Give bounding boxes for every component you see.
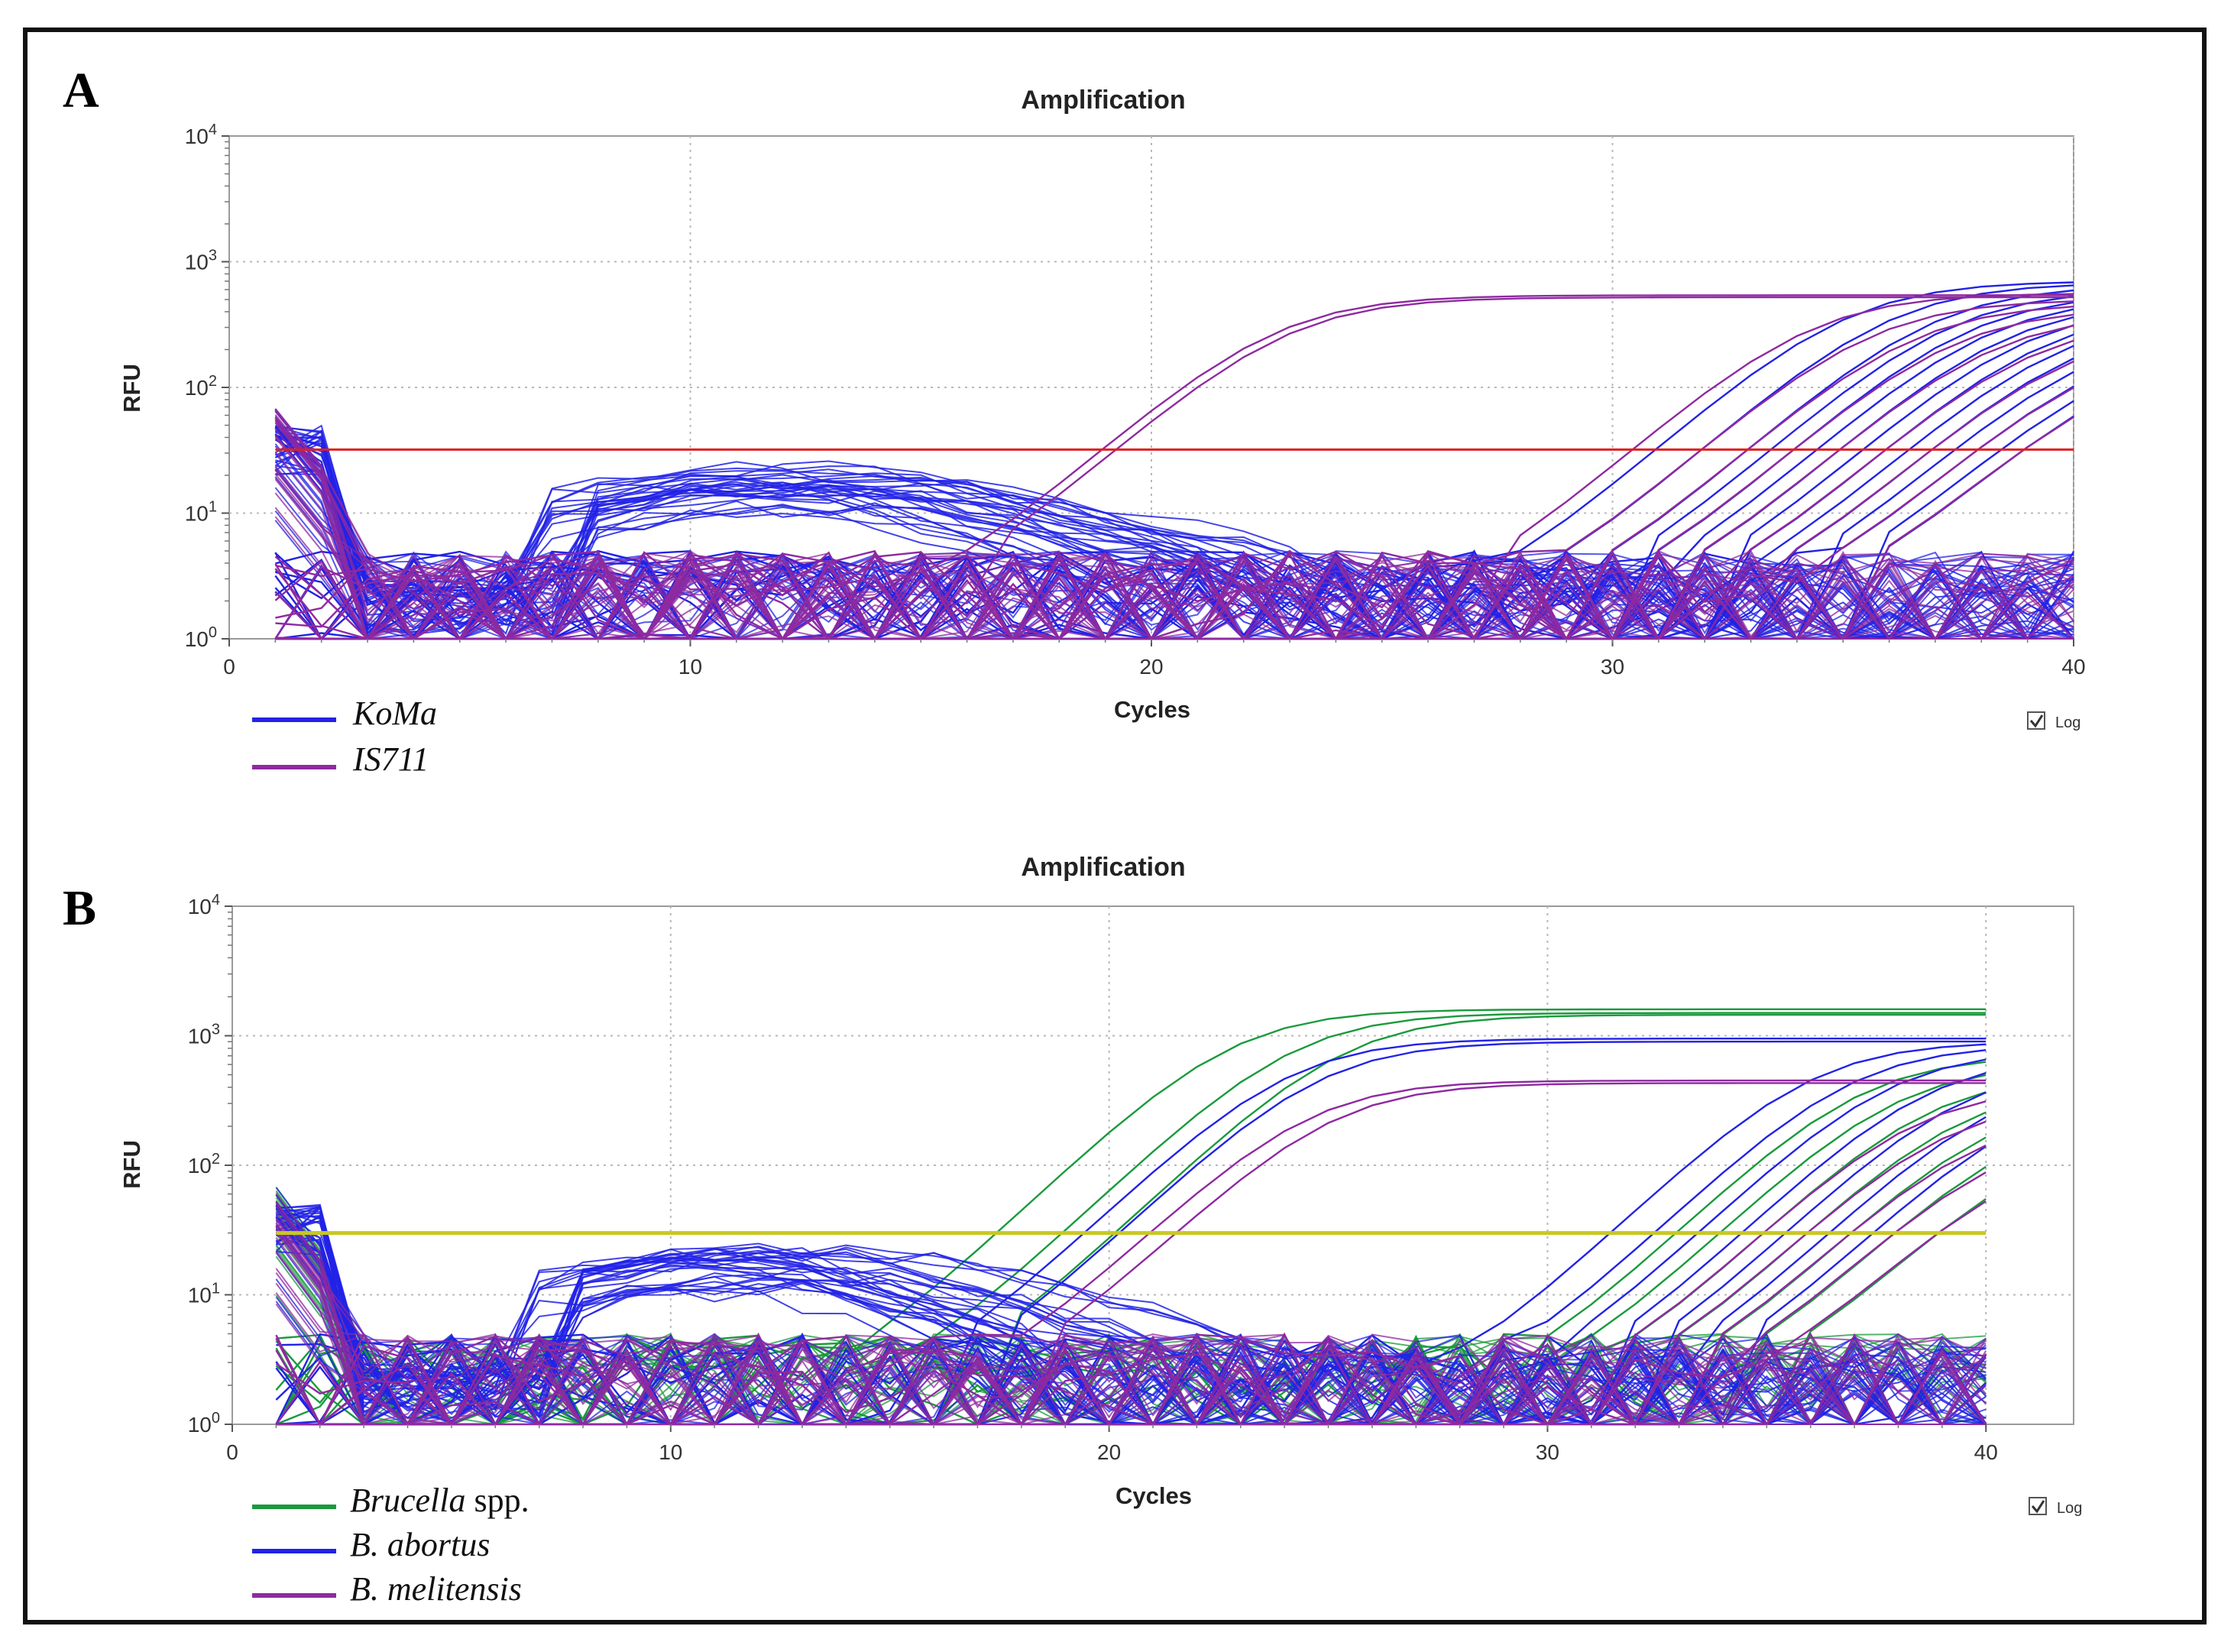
chart-a-xlabel: Cycles	[1114, 696, 1190, 723]
x-tick-label: 10	[678, 655, 702, 679]
chart-a-ylabel: RFU	[118, 364, 145, 413]
hump-trace	[275, 426, 2074, 640]
noise-trace	[275, 1211, 1987, 1426]
y-tick-label: 100	[188, 1410, 220, 1437]
y-tick-label: 104	[188, 892, 220, 918]
amplification-curve	[275, 1171, 1987, 1427]
legend-a: KoMa IS711	[252, 695, 437, 778]
panel-letter-b: B	[63, 880, 96, 936]
legend-label-b-abortus: B. abortus	[350, 1526, 490, 1563]
amplification-curve	[275, 360, 2074, 641]
x-tick-label: 0	[223, 655, 235, 679]
amplification-curve	[274, 296, 2074, 641]
amplification-curve	[275, 294, 2074, 641]
log-checkbox-a[interactable]: Log	[2027, 711, 2080, 731]
amplification-curve	[274, 387, 2074, 641]
checkmark-icon	[2029, 714, 2044, 728]
x-tick-label: 10	[659, 1440, 682, 1464]
amplification-curve	[275, 1082, 1987, 1427]
amplification-curve	[275, 1040, 1987, 1426]
noise-trace	[275, 1200, 1987, 1427]
x-tick-label: 20	[1139, 655, 1163, 679]
noise-trace	[275, 1217, 1987, 1427]
y-tick-label: 102	[185, 373, 217, 400]
chart-b-xlabel: Cycles	[1116, 1482, 1192, 1509]
chart-a-axes: 0 10 20 30 40 100 101 102 103 104	[185, 121, 2086, 679]
chart-a-curves	[274, 281, 2074, 641]
amplification-curve	[275, 1120, 1987, 1427]
y-tick-label: 103	[185, 248, 217, 274]
y-tick-label: 100	[185, 624, 217, 651]
chart-b-curves	[275, 1008, 1987, 1427]
amplification-curve	[276, 1144, 1987, 1427]
noise-trace	[274, 419, 2074, 640]
figure-frame	[23, 28, 2207, 1624]
x-tick-label: 20	[1097, 1440, 1121, 1464]
y-tick-label: 101	[185, 499, 217, 526]
chart-b-ylabel: RFU	[118, 1140, 145, 1189]
panel-a: A Amplification 0 10 20 30 40 100 101 102 103 104…	[63, 63, 2086, 778]
noise-trace	[275, 1202, 1987, 1427]
x-tick-label: 30	[1601, 655, 1624, 679]
noise-trace	[275, 1282, 1987, 1427]
noise-trace	[274, 410, 2074, 640]
noise-trace	[274, 419, 2074, 640]
x-tick-label: 40	[2061, 655, 2085, 679]
noise-trace	[275, 1205, 1987, 1426]
hump-trace	[275, 435, 2074, 640]
amplification-curve	[275, 1200, 1987, 1427]
x-tick-label: 30	[1536, 1440, 1559, 1464]
legend-label-is711: IS711	[352, 740, 429, 778]
noise-trace	[275, 1304, 1987, 1427]
noise-trace	[274, 507, 2074, 640]
y-tick-label: 103	[188, 1022, 220, 1048]
amplification-curve	[274, 416, 2074, 641]
chart-b-axes: 0 10 20 30 40 100 101 102 103 104	[188, 892, 1998, 1464]
amplification-curve	[274, 313, 2074, 641]
amplification-curve	[275, 1100, 1987, 1427]
noise-trace	[275, 1236, 1987, 1426]
log-label-a: Log	[2055, 714, 2080, 731]
panel-letter-a: A	[63, 63, 99, 118]
legend-b: Brucella spp. B. abortus B. melitensis	[252, 1482, 529, 1608]
chart-b-grid	[232, 906, 2074, 1424]
legend-label-koma: KoMa	[352, 695, 437, 732]
x-tick-label: 0	[226, 1440, 238, 1464]
amplification-curve	[275, 1012, 1987, 1426]
checkmark-icon	[2031, 1500, 2045, 1514]
log-label-b: Log	[2057, 1500, 2082, 1517]
amplification-curve	[274, 339, 2074, 641]
hump-trace	[274, 429, 2074, 640]
chart-a-title: Amplification	[1021, 86, 1185, 115]
chart-b-title: Amplification	[1021, 853, 1185, 882]
chart-a-grid	[229, 136, 2074, 639]
log-checkbox-b[interactable]: Log	[2029, 1497, 2082, 1517]
legend-label-brucella-spp: Brucella spp.	[350, 1482, 529, 1519]
y-tick-label: 102	[188, 1151, 220, 1177]
y-tick-label: 101	[188, 1281, 220, 1307]
legend-label-b-melitensis: B. melitensis	[350, 1570, 522, 1608]
noise-trace	[275, 1231, 1987, 1427]
panel-b: B Amplification 0 10 20 30 40 100 101 102 103 104…	[63, 853, 2082, 1608]
y-tick-label: 104	[185, 121, 217, 148]
x-tick-label: 40	[1974, 1440, 1998, 1464]
